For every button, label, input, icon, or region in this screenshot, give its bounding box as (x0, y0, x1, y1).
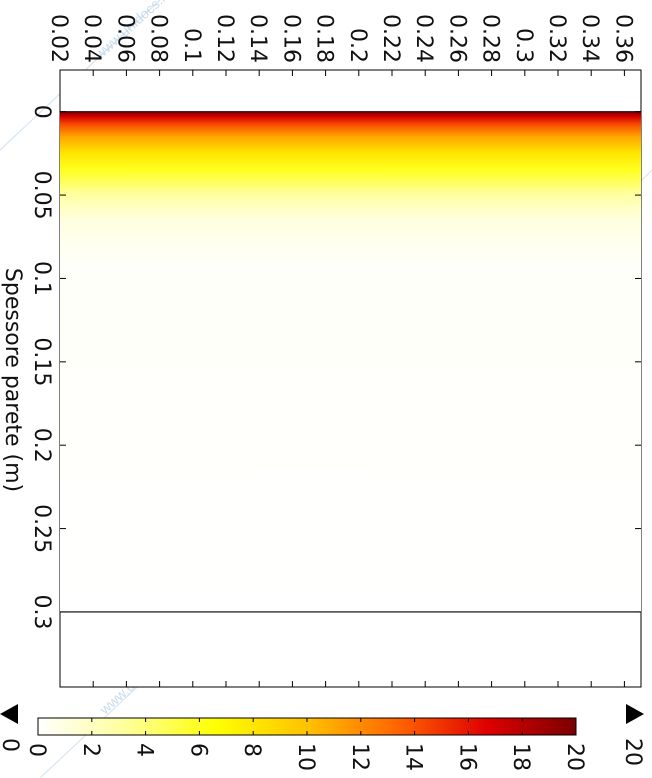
y-tick-label-11: 0.24 (411, 14, 436, 63)
y-tick-label-6: 0.14 (245, 14, 270, 63)
y-tick-label-5: 0.12 (212, 14, 237, 63)
x-tick-label-5: 0.25 (29, 504, 54, 553)
colorbar-tick-label-2: 4 (132, 743, 157, 757)
colorbar-tick-label-9: 18 (508, 743, 533, 771)
colorbar-tick-labels: 0 2 4 6 8 10 12 14 16 18 20 (24, 743, 587, 771)
colorbar-max-label: 20 (620, 738, 645, 766)
x-axis-title: Spessore parete (m) (0, 268, 25, 492)
y-tick-label-4: 0.1 (179, 28, 204, 63)
y-tick-label-0: 0.02 (46, 14, 71, 63)
axis-ticks (59, 70, 641, 687)
y-tick-label-9: 0.2 (345, 28, 370, 63)
x-tick-label-2: 0.1 (29, 261, 54, 296)
axis-tick-labels: 0 0.05 0.1 0.15 0.2 0.25 0.3 0.02 0.04 0.06 0.08 0.… (29, 14, 635, 629)
colorbar-tick-label-5: 10 (293, 743, 318, 771)
colorbar-tick-label-10: 20 (562, 743, 587, 771)
temperature-field (60, 111, 641, 612)
x-tick-label-1: 0.05 (29, 171, 54, 220)
colorbar-tick-label-7: 14 (401, 743, 426, 771)
colorbar-min-label: 0 (0, 738, 22, 752)
colorbar-tick-label-6: 12 (347, 743, 372, 771)
y-tick-label-15: 0.32 (544, 14, 569, 63)
x-tick-label-6: 0.3 (29, 594, 54, 629)
x-tick-label-4: 0.2 (29, 428, 54, 463)
y-tick-label-17: 0.36 (610, 14, 635, 63)
colorbar-min-arrow-icon (0, 704, 18, 724)
y-tick-label-12: 0.26 (444, 14, 469, 63)
x-tick-label-3: 0.15 (29, 337, 54, 386)
y-tick-label-8: 0.18 (312, 14, 337, 63)
y-tick-label-16: 0.34 (577, 14, 602, 63)
colorbar-tick-label-4: 8 (239, 743, 264, 757)
x-tick-label-0: 0 (29, 105, 54, 119)
y-tick-label-14: 0.3 (511, 28, 536, 63)
colorbar-max-arrow-icon (626, 704, 644, 724)
y-tick-label-3: 0.08 (146, 14, 171, 63)
colorbar-tick-label-1: 2 (78, 743, 103, 757)
colorbar-tick-label-8: 16 (454, 743, 479, 771)
colorbar-tick-label-0: 0 (24, 743, 49, 757)
y-tick-label-1: 0.04 (79, 14, 104, 63)
colorbar-tick-label-3: 6 (185, 743, 210, 757)
y-tick-label-7: 0.16 (278, 14, 303, 63)
colorbar-ticks (37, 718, 577, 735)
y-tick-label-2: 0.06 (112, 14, 137, 63)
y-tick-label-10: 0.22 (378, 14, 403, 63)
y-tick-label-13: 0.28 (478, 14, 503, 63)
